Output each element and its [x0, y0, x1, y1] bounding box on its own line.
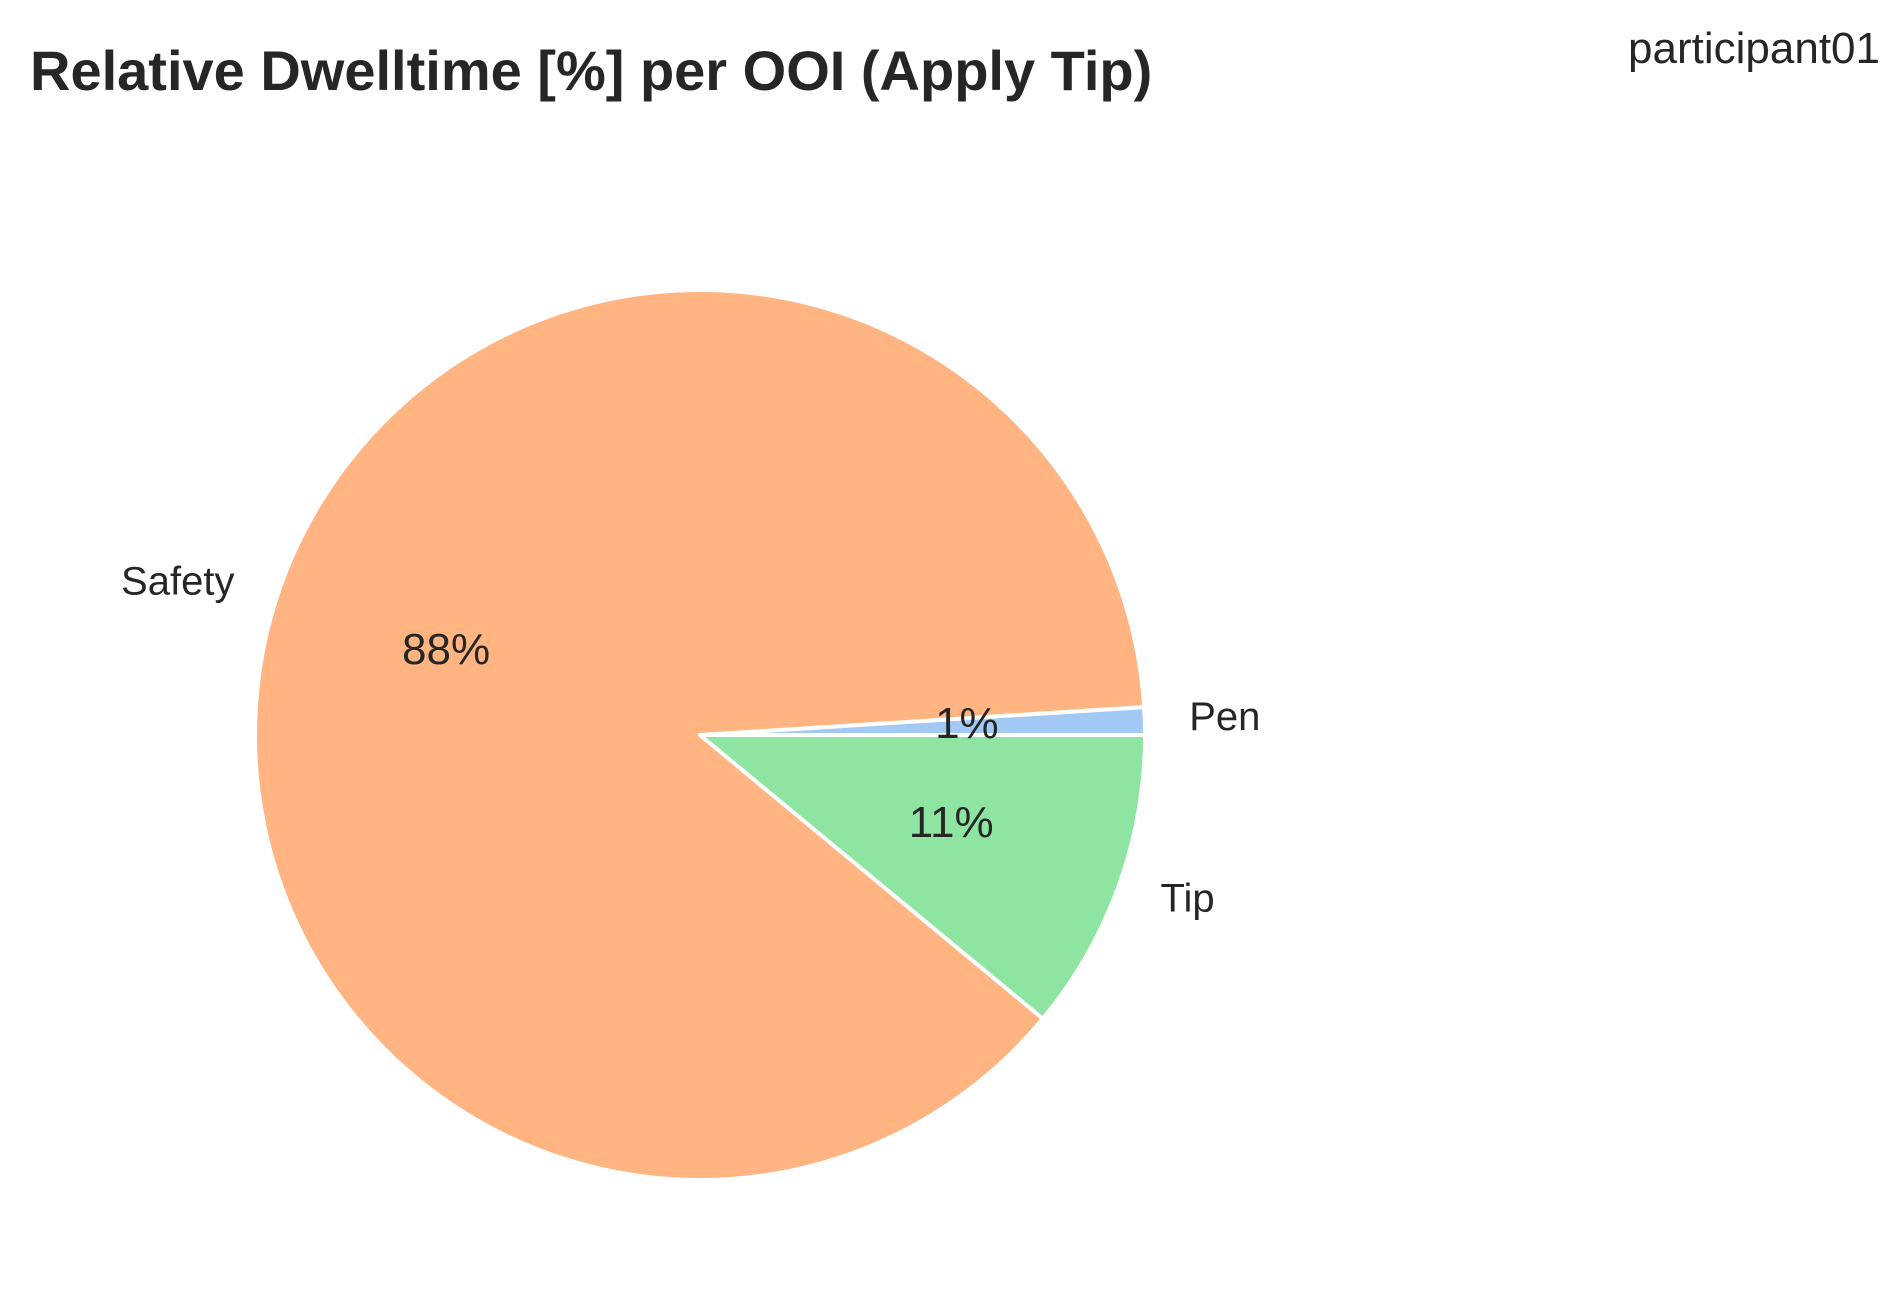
slice-label-tip: Tip: [1161, 876, 1215, 920]
slice-label-safety: Safety: [121, 559, 234, 603]
pie-labels: Pen 1% Safety 88% Tip 11%: [121, 559, 1260, 920]
slice-percent-safety: 88%: [402, 625, 490, 674]
chart-title: Relative Dwelltime [%] per OOI (Apply Ti…: [30, 39, 1153, 102]
slice-percent-pen: 1%: [935, 699, 999, 748]
participant-annotation: participant01: [1628, 24, 1880, 73]
slice-label-pen: Pen: [1189, 695, 1260, 739]
pie-slice-tip: [698, 733, 1147, 1021]
slice-percent-tip: 11%: [909, 798, 994, 847]
pie-slices: [252, 288, 1147, 1182]
